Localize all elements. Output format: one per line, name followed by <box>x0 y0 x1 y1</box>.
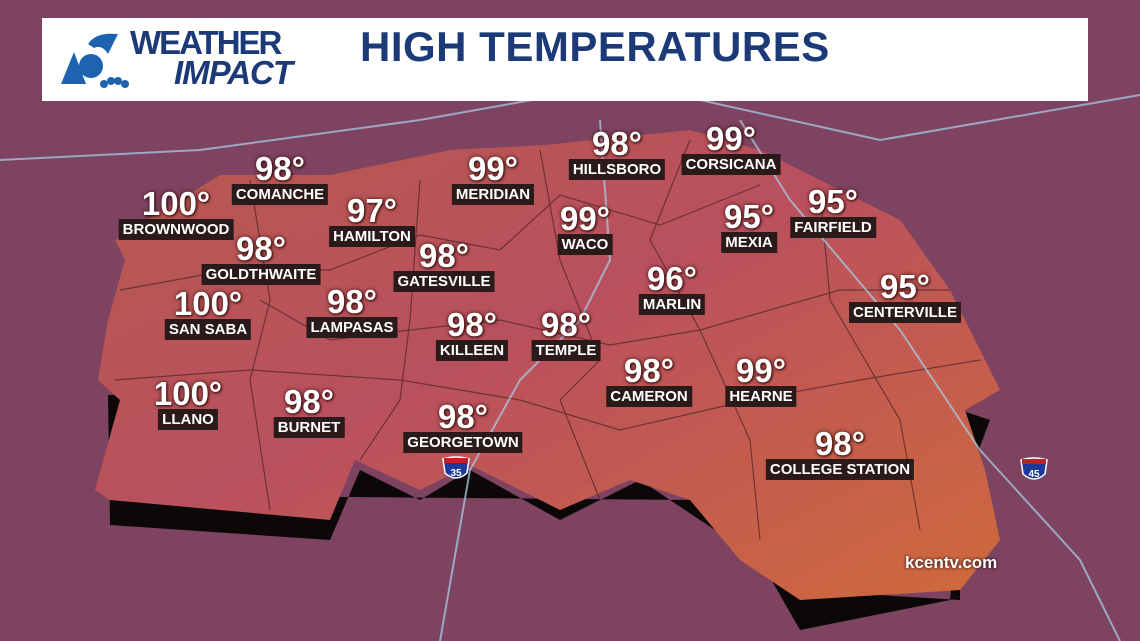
city-name: GEORGETOWN <box>403 432 523 453</box>
high-temperature: 95° <box>880 268 930 305</box>
high-temperature: 98° <box>327 283 377 320</box>
high-temperature: 95° <box>724 198 774 235</box>
city-name: CAMERON <box>606 386 692 407</box>
city-label: 99° HEARNE <box>725 352 797 407</box>
logo-impact-text: IMPACT <box>174 54 293 91</box>
high-temperature: 98° <box>541 306 591 343</box>
high-temperature: 98° <box>592 125 642 162</box>
high-temperature: 96° <box>647 260 697 297</box>
city-label: 98° TEMPLE <box>531 306 601 361</box>
city-name: FAIRFIELD <box>790 217 876 238</box>
high-temperature: 100° <box>173 285 243 322</box>
high-temperature: 98° <box>255 150 305 187</box>
city-label: 98° COMANCHE <box>231 150 329 205</box>
city-label: 96° MARLIN <box>638 260 706 315</box>
city-label: 99° CORSICANA <box>681 120 781 175</box>
city-name: TEMPLE <box>531 340 601 361</box>
high-temperature: 100° <box>141 185 211 222</box>
city-name: BURNET <box>273 417 345 438</box>
high-temperature: 98° <box>624 352 674 389</box>
city-label: 98° HILLSBORO <box>568 125 666 180</box>
city-label: 98° LAMPASAS <box>306 283 398 338</box>
city-label: 98° CAMERON <box>606 354 692 407</box>
high-temperature: 98° <box>419 237 469 274</box>
city-name: SAN SABA <box>164 319 252 340</box>
interstate-45-shield: 45 <box>1019 456 1049 484</box>
nbc-6-logo <box>61 33 129 88</box>
city-label: 95° FAIRFIELD <box>790 185 876 238</box>
city-name: MEXIA <box>721 232 777 253</box>
city-label: 99° WACO <box>557 200 613 255</box>
city-label: 98° KILLEEN <box>435 306 509 361</box>
high-temperature: 98° <box>236 230 286 267</box>
city-name: GATESVILLE <box>393 271 495 292</box>
high-temperature: 99° <box>560 200 610 237</box>
city-label: 98° GEORGETOWN <box>403 398 523 453</box>
city-name: CORSICANA <box>681 154 781 175</box>
page-title: HIGH TEMPERATURES <box>360 23 830 70</box>
watermark: kcentv.com <box>905 553 998 572</box>
high-temperature: 95° <box>808 183 858 220</box>
city-label: 100° SAN SABA <box>164 285 252 340</box>
city-name: GOLDTHWAITE <box>201 264 321 285</box>
city-name: HEARNE <box>725 386 797 407</box>
city-name: KILLEEN <box>435 340 509 361</box>
city-name: HILLSBORO <box>568 159 666 180</box>
city-name: COLLEGE STATION <box>765 459 915 480</box>
high-temperature: 98° <box>815 425 865 462</box>
city-label: 95° CENTERVILLE <box>849 270 961 323</box>
city-label: 98° COLLEGE STATION <box>765 425 915 480</box>
interstate-35-label: 35 <box>450 468 462 479</box>
city-label: 98° BURNET <box>273 383 345 438</box>
high-temperature: 97° <box>347 192 397 229</box>
high-temperature: 98° <box>438 398 488 435</box>
city-name: HAMILTON <box>329 226 415 247</box>
high-temperature: 98° <box>447 306 497 343</box>
city-name: COMANCHE <box>231 184 329 205</box>
city-label: 100° BROWNWOOD <box>118 185 234 240</box>
high-temperature: 99° <box>468 150 518 187</box>
city-label: 97° HAMILTON <box>329 194 415 247</box>
high-temperature: 98° <box>284 383 334 420</box>
interstate-35-shield: 35 <box>441 455 471 483</box>
high-temperature: 99° <box>706 120 756 157</box>
city-label: 95° MEXIA <box>721 200 777 253</box>
title-banner: WEATHER IMPACT HIGH TEMPERATURES <box>42 18 1088 101</box>
city-name: CENTERVILLE <box>849 302 961 323</box>
city-name: LAMPASAS <box>306 317 398 338</box>
city-label: 98° GATESVILLE <box>393 237 495 292</box>
city-label: 99° MERIDIAN <box>451 150 535 205</box>
interstate-45-label: 45 <box>1028 469 1040 480</box>
logo-weather-text: WEATHER <box>130 24 282 61</box>
high-temperature: 100° <box>153 375 223 412</box>
city-name: WACO <box>557 234 613 255</box>
city-name: LLANO <box>158 409 218 430</box>
city-name: MARLIN <box>638 294 706 315</box>
city-label: 100° LLANO <box>154 377 222 430</box>
city-name: BROWNWOOD <box>118 219 234 240</box>
city-name: MERIDIAN <box>451 184 535 205</box>
high-temperature: 99° <box>736 352 786 389</box>
city-label: 98° GOLDTHWAITE <box>201 230 321 285</box>
